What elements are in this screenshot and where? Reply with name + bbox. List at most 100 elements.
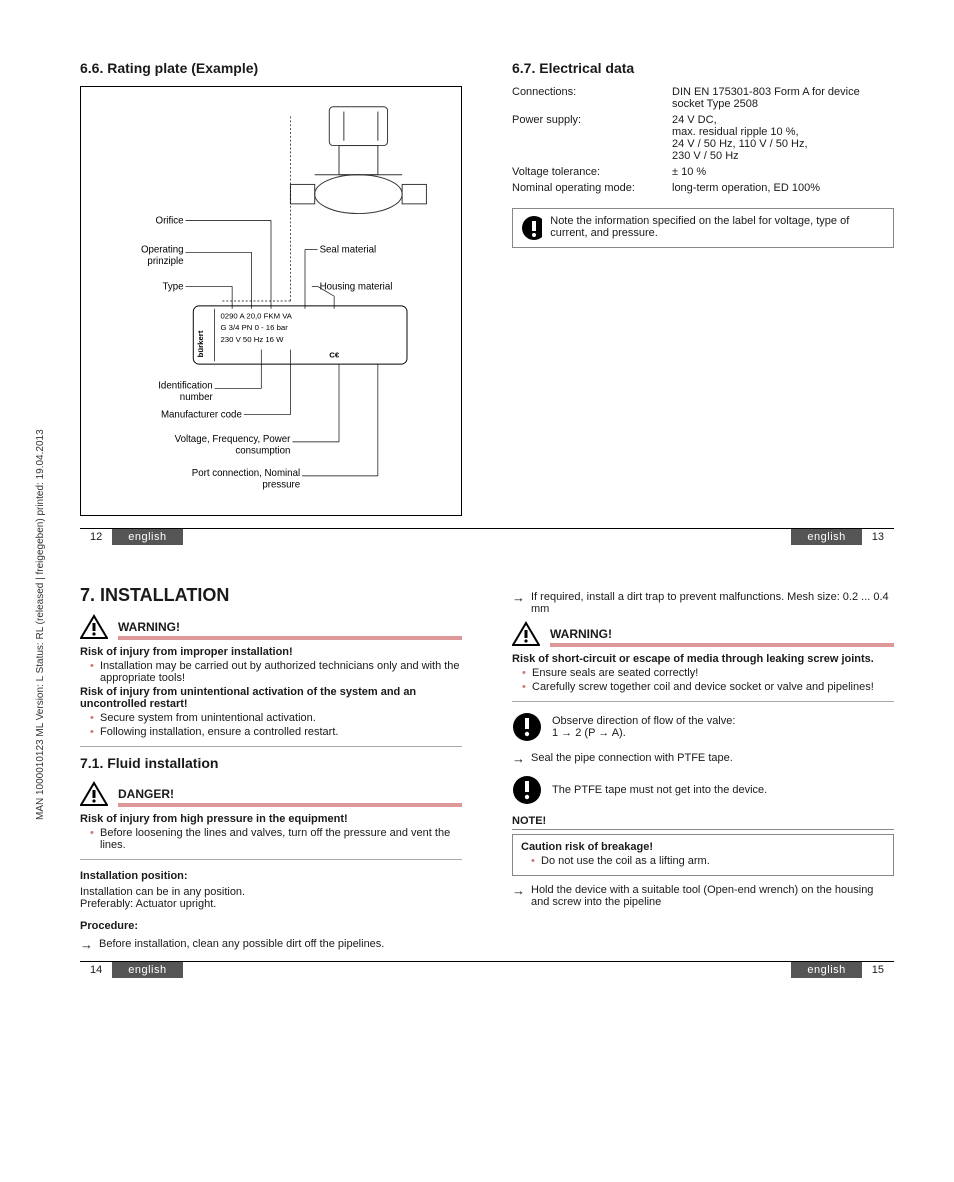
body-text: Preferably: Actuator upright. xyxy=(80,898,462,910)
step-text: Before installation, clean any possible … xyxy=(99,938,384,951)
label-note-box: Note the information specified on the la… xyxy=(512,208,894,248)
arrow-icon: → xyxy=(512,591,525,615)
svg-text:bürkert: bürkert xyxy=(196,330,205,357)
warning-banner: WARNING! xyxy=(512,621,894,647)
arrow-icon: → xyxy=(512,884,525,908)
installation-right-section: → If required, install a dirt trap to pr… xyxy=(512,585,894,957)
lang-badge: english xyxy=(791,529,861,545)
arrow-icon: → xyxy=(80,938,93,951)
svg-text:Manufacturer code: Manufacturer code xyxy=(161,410,242,421)
warning-icon xyxy=(80,781,108,807)
warning-heading: WARNING! xyxy=(118,620,462,640)
table-row: Power supply: 24 V DC, max. residual rip… xyxy=(512,114,894,162)
bottom-footer: 14 english english 15 xyxy=(80,961,894,978)
arrow-icon: → xyxy=(512,752,525,765)
svg-text:Voltage, Frequency, Power: Voltage, Frequency, Power xyxy=(175,434,292,445)
installation-section: 7. INSTALLATION WARNING! Risk of injury … xyxy=(80,585,462,957)
info-text: The PTFE tape must not get into the devi… xyxy=(552,784,894,796)
bullet-item: Before loosening the lines and valves, t… xyxy=(90,827,462,851)
spec-value: ± 10 % xyxy=(672,166,894,178)
warning-icon xyxy=(80,614,108,640)
lang-badge: english xyxy=(112,962,182,978)
warning-body: Risk of injury from improper installatio… xyxy=(80,640,462,747)
procedure-heading: Procedure: xyxy=(80,920,462,932)
risk-text: Risk of injury from high pressure in the… xyxy=(80,813,462,825)
svg-text:Orifice: Orifice xyxy=(156,215,184,226)
danger-body: Risk of injury from high pressure in the… xyxy=(80,807,462,860)
table-row: Voltage tolerance: ± 10 % xyxy=(512,166,894,178)
svg-text:Identification: Identification xyxy=(158,380,212,391)
risk-text: Risk of injury from unintentional activa… xyxy=(80,686,462,710)
svg-text:Port connection, Nominal: Port connection, Nominal xyxy=(192,468,300,479)
svg-text:number: number xyxy=(180,392,214,403)
electrical-title: 6.7. Electrical data xyxy=(512,60,894,76)
spec-label: Power supply: xyxy=(512,114,672,126)
svg-text:pressure: pressure xyxy=(262,480,300,491)
valve-sketch xyxy=(290,107,426,214)
table-row: Nominal operating mode: long-term operat… xyxy=(512,182,894,194)
info-text: Observe direction of flow of the valve: … xyxy=(552,715,894,739)
arrow-step: → Hold the device with a suitable tool (… xyxy=(512,884,894,908)
bottom-row: 7. INSTALLATION WARNING! Risk of injury … xyxy=(80,585,894,957)
spec-value: 24 V DC, max. residual ripple 10 %, 24 V… xyxy=(672,114,894,162)
warning-icon xyxy=(512,621,540,647)
page-number: 15 xyxy=(862,964,894,976)
mid-footer: 12 english english 13 xyxy=(80,528,894,545)
rating-plate-svg: bürkert 0290 A 20,0 FKM VA G 3/4 PN 0 - … xyxy=(89,97,453,505)
electrical-table: Connections: DIN EN 175301-803 Form A fo… xyxy=(512,86,894,194)
note-heading: NOTE! xyxy=(512,815,894,830)
bullet-item: Do not use the coil as a lifting arm. xyxy=(531,855,885,867)
bullet-item: Following installation, ensure a control… xyxy=(90,726,462,738)
installation-title: 7. INSTALLATION xyxy=(80,585,462,606)
arrow-step: → If required, install a dirt trap to pr… xyxy=(512,591,894,615)
svg-text:prinziple: prinziple xyxy=(147,256,183,267)
spec-label: Nominal operating mode: xyxy=(512,182,672,194)
spec-value: DIN EN 175301-803 Form A for device sock… xyxy=(672,86,894,110)
bullet-item: Installation may be carried out by autho… xyxy=(90,660,462,684)
svg-text:Type: Type xyxy=(163,281,184,292)
danger-heading: DANGER! xyxy=(118,787,462,807)
plate-line2: G 3/4 PN 0 - 16 bar xyxy=(220,323,288,332)
svg-text:consumption: consumption xyxy=(235,446,290,457)
page-number: 13 xyxy=(862,531,894,543)
danger-banner: DANGER! xyxy=(80,781,462,807)
flow-direction-note: Observe direction of flow of the valve: … xyxy=(512,712,894,742)
svg-text:Seal material: Seal material xyxy=(320,244,377,255)
svg-text:Operating: Operating xyxy=(141,244,184,255)
info-icon xyxy=(521,215,542,241)
arrow-step: → Seal the pipe connection with PTFE tap… xyxy=(512,752,894,765)
table-row: Connections: DIN EN 175301-803 Form A fo… xyxy=(512,86,894,110)
page-number: 14 xyxy=(80,964,112,976)
spec-label: Voltage tolerance: xyxy=(512,166,672,178)
fluid-install-title: 7.1. Fluid installation xyxy=(80,755,462,771)
side-meta-text: MAN 1000010123 ML Version: L Status: RL … xyxy=(35,429,46,820)
bullet-item: Secure system from unintentional activat… xyxy=(90,712,462,724)
lang-badge: english xyxy=(791,962,861,978)
warning-heading: WARNING! xyxy=(550,627,894,647)
warning-body: Risk of short-circuit or escape of media… xyxy=(512,647,894,702)
rating-plate-diagram: bürkert 0290 A 20,0 FKM VA G 3/4 PN 0 - … xyxy=(80,86,462,516)
plate-line3: 230 V 50 Hz 16 W xyxy=(220,335,284,344)
step-text: Seal the pipe connection with PTFE tape. xyxy=(531,752,733,765)
svg-text:C€: C€ xyxy=(329,350,340,359)
arrow-step: → Before installation, clean any possibl… xyxy=(80,938,462,951)
top-row: 6.6. Rating plate (Example) xyxy=(80,60,894,524)
info-icon xyxy=(512,775,542,805)
ptfe-note: The PTFE tape must not get into the devi… xyxy=(512,775,894,805)
electrical-data-section: 6.7. Electrical data Connections: DIN EN… xyxy=(512,60,894,524)
spec-value: long-term operation, ED 100% xyxy=(672,182,894,194)
spec-label: Connections: xyxy=(512,86,672,98)
risk-text: Risk of short-circuit or escape of media… xyxy=(512,653,894,665)
warning-banner: WARNING! xyxy=(80,614,462,640)
info-icon xyxy=(512,712,542,742)
plate-line1: 0290 A 20,0 FKM VA xyxy=(220,311,292,320)
bullet-item: Ensure seals are seated correctly! xyxy=(522,667,894,679)
body-text: Installation can be in any position. xyxy=(80,886,462,898)
rating-plate-title: 6.6. Rating plate (Example) xyxy=(80,60,462,76)
note-text: Note the information specified on the la… xyxy=(550,215,885,239)
note-box: Caution risk of breakage! Do not use the… xyxy=(512,834,894,876)
install-position-heading: Installation position: xyxy=(80,870,462,882)
bullet-item: Carefully screw together coil and device… xyxy=(522,681,894,693)
step-text: Hold the device with a suitable tool (Op… xyxy=(531,884,894,908)
rating-plate-section: 6.6. Rating plate (Example) xyxy=(80,60,462,524)
